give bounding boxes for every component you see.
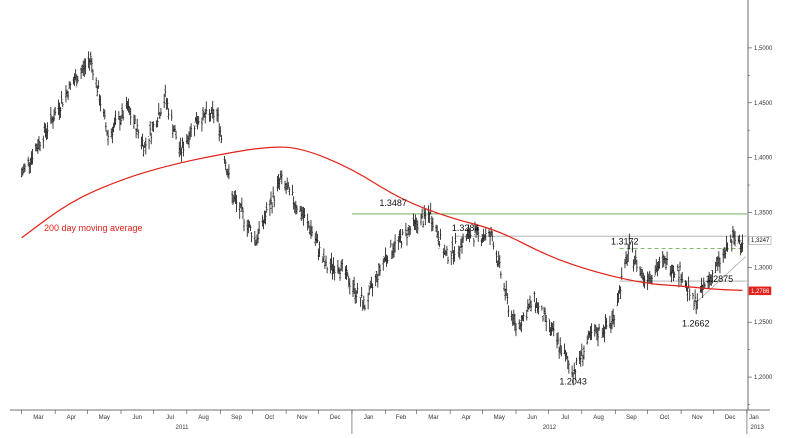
x-month-label: Aug [593,415,604,421]
y-tick-label: 1,2500 [754,320,773,326]
last-value-label: 1,3247 [751,238,770,244]
annotations: 1.3487 1.3284 1.3172 1.2875 1.2662 1.2043 200 … [44,198,733,386]
annotation-label: 1.3487 [379,198,407,208]
y-tick-label: 1,3000 [754,265,773,271]
x-month-label: Oct [265,415,275,421]
x-month-label: Jul [561,415,569,421]
last-value-box [748,235,772,245]
x-month-label: Nov [297,415,308,421]
x-month-label: Apr [462,415,471,421]
price-series [20,51,744,386]
moving-average-label: 200 day moving average [44,223,143,233]
x-month-label: Jan [749,415,759,421]
last-value-label: 1,2786 [751,289,770,295]
x-month-label: Jun [527,415,537,421]
moving-average-series [21,146,743,291]
x-year-label: 2012 [543,425,557,431]
y-tick-label: 1,5000 [754,46,773,52]
x-month-label: Sep [626,415,637,421]
x-month-label: Apr [67,415,76,421]
x-month-label: Jul [166,415,174,421]
x-month-label: Mar [33,415,43,421]
x-year-label: 2013 [750,425,764,431]
x-month-label: Aug [198,415,209,421]
last-value-box [748,286,772,296]
annotation-label: 1.2043 [559,376,587,386]
x-month-label: May [494,415,505,421]
x-year-label: 2011 [176,425,190,431]
y-tick-label: 1,4000 [754,156,773,162]
x-month-label: Sep [231,415,242,421]
x-month-label: Nov [692,415,703,421]
moving-average-line [21,146,743,291]
x-month-label: Feb [396,415,407,421]
x-month-label: Jun [132,415,142,421]
x-month-label: May [99,415,110,421]
y-tick-label: 1,2000 [754,375,773,381]
x-month-label: Jan [364,415,374,421]
x-month-label: Oct [660,415,670,421]
axes: 1,5000 1,4500 1,4000 1,3500 1,3000 1,2500 1,20… [10,0,773,434]
y-tick-label: 1,3500 [754,210,773,216]
annotation-label: 1.3284 [452,223,480,233]
annotation-label: 1.3172 [611,236,639,246]
x-month-label: Dec [725,415,736,421]
annotation-label: 1.2875 [706,274,734,284]
annotation-label: 1.2662 [682,318,710,328]
y-tick-label: 1,4500 [754,101,773,107]
x-month-label: Mar [428,415,438,421]
x-month-label: Dec [330,415,341,421]
